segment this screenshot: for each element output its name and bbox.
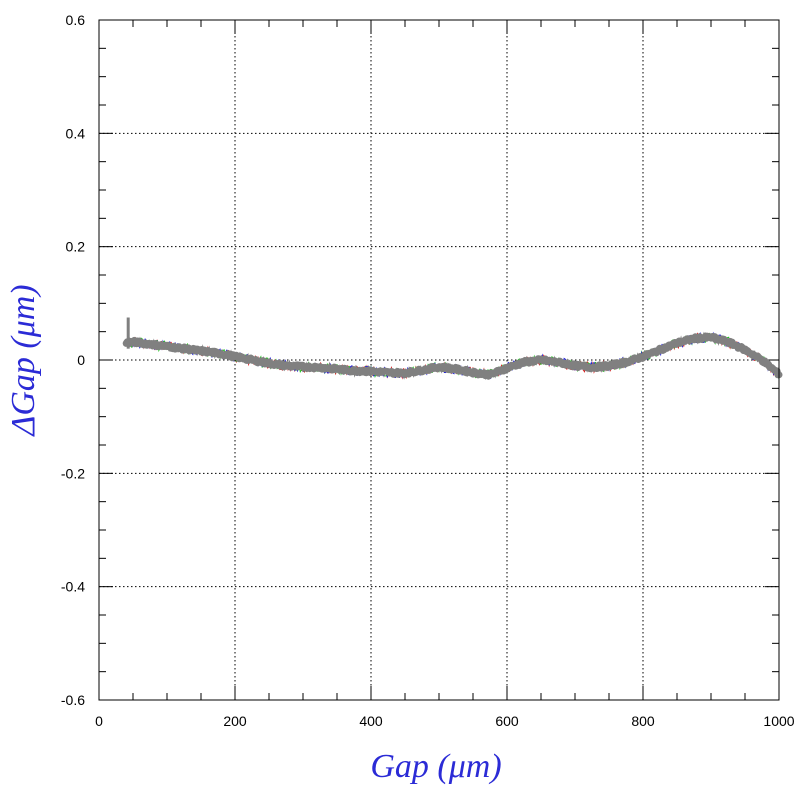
series-point (488, 373, 492, 377)
series-point (709, 335, 713, 339)
x-axis-title: Gap (μm) (370, 748, 501, 785)
y-tick-labels: -0.6 -0.4 -0.2 0 0.2 0.4 0.6 (61, 12, 85, 708)
series-point (301, 365, 305, 369)
series-point (352, 369, 356, 373)
series-point (267, 361, 271, 365)
series-point (522, 360, 526, 364)
x-tick-label: 600 (495, 713, 519, 729)
series-layer (122, 317, 783, 381)
y-tick-label: 0.2 (66, 239, 86, 255)
series-point (386, 370, 390, 374)
x-tick-label: 0 (95, 713, 103, 729)
grid-lines (99, 20, 779, 700)
y-tick-label: -0.4 (61, 579, 85, 595)
y-tick-label: -0.2 (61, 465, 85, 481)
series-point (420, 368, 424, 372)
series-point (182, 347, 186, 351)
y-tick-label: 0.6 (66, 12, 86, 28)
series-point (641, 355, 645, 359)
y-tick-label: -0.6 (61, 692, 85, 708)
x-tick-labels: 0 200 400 600 800 1000 (95, 713, 795, 729)
y-tick-label: 0 (77, 352, 85, 368)
series-point (318, 365, 322, 369)
series-point (760, 358, 764, 362)
series-point (675, 341, 679, 345)
y-tick-label: 0.4 (66, 125, 86, 141)
series-point (165, 344, 169, 348)
series-point (692, 336, 696, 340)
series-point (505, 366, 509, 370)
series-point (335, 367, 339, 371)
series-point (471, 370, 475, 374)
series-point (454, 367, 458, 371)
series-point (573, 364, 577, 368)
series-point (250, 358, 254, 362)
series-point (284, 364, 288, 368)
y-axis-title: ΔGap (μm) (5, 284, 42, 437)
series-point (726, 340, 730, 344)
x-tick-label: 400 (359, 713, 383, 729)
series-point (369, 369, 373, 373)
series-point (216, 351, 220, 355)
series-point (556, 360, 560, 364)
series-point (590, 365, 594, 369)
series-point (658, 348, 662, 352)
series-point (607, 364, 611, 368)
plot-frame (98, 19, 780, 701)
x-tick-label: 1000 (763, 713, 794, 729)
series-point (743, 348, 747, 352)
series-point (148, 342, 152, 346)
series-point (233, 355, 237, 359)
series-point (539, 358, 543, 362)
series-point (124, 341, 128, 345)
x-tick-label: 200 (223, 713, 247, 729)
series-point (437, 365, 441, 369)
series-point (403, 371, 407, 375)
x-tick-label: 800 (631, 713, 655, 729)
series-point (199, 349, 203, 353)
series-point (624, 360, 628, 364)
series-main-noise (125, 331, 780, 381)
series-point (131, 340, 135, 344)
